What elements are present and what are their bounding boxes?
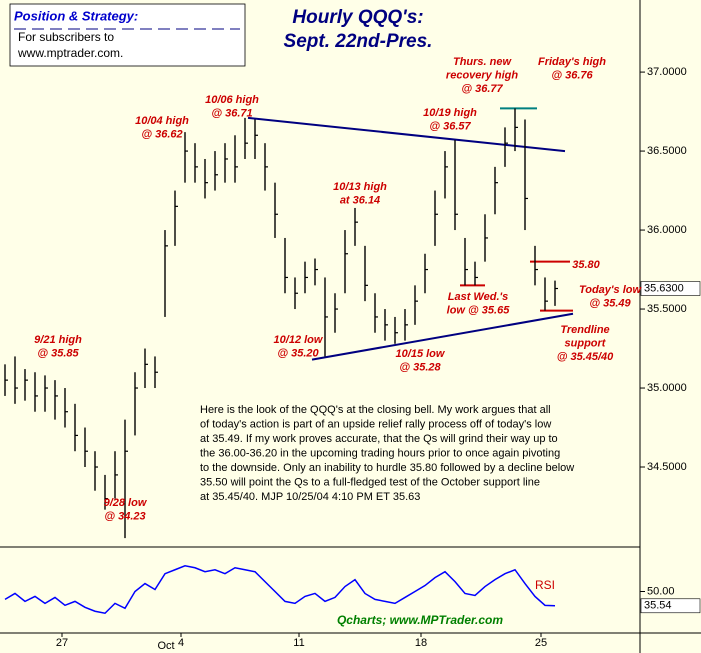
annotation: @ 35.85 (37, 347, 79, 359)
annotation: @ 34.23 (104, 510, 145, 522)
annotation: support (565, 337, 607, 349)
y-tick-label: 35.5000 (647, 303, 687, 315)
note-line: Here is the look of the QQQ's at the clo… (200, 404, 551, 416)
month-label: Oct (157, 640, 174, 652)
y-tick-label: 34.5000 (647, 461, 687, 473)
chart-title: Sept. 22nd-Pres. (284, 31, 433, 52)
note-line: of today's action is part of an upside r… (200, 418, 551, 430)
annotation: Friday's high (538, 56, 606, 68)
x-tick-label: 18 (415, 637, 427, 649)
annotation: @ 35.28 (399, 361, 441, 373)
annotation: @ 36.71 (211, 107, 252, 119)
note-line: the 36.00-36.20 in the upcoming trading … (200, 447, 560, 459)
source: Qcharts; www.MPTrader.com (337, 613, 503, 627)
annotation: at 36.14 (340, 194, 380, 206)
annotation: 10/15 low (396, 348, 446, 360)
box-text: For subscribers to (18, 30, 114, 44)
annotation: 35.80 (572, 259, 600, 271)
y-tick-label: 36.5000 (647, 145, 687, 157)
x-tick-label: 25 (535, 637, 547, 649)
strategy-box (9, 3, 246, 67)
annotation: @ 36.62 (141, 128, 182, 140)
annotation: Thurs. new (453, 56, 513, 68)
trend-line (247, 116, 566, 153)
annotation: Trendline (560, 324, 609, 336)
annotation: Today's low (579, 284, 643, 296)
y-tick-label: 36.0000 (647, 224, 687, 236)
annotation: Last Wed.'s (448, 291, 508, 303)
last-value-box (640, 598, 701, 614)
annotation: 10/13 high (333, 181, 387, 193)
last-price-box (640, 281, 701, 296)
annotation: @ 36.57 (429, 120, 471, 132)
annotation: 10/12 low (274, 334, 324, 346)
note-line: 35.50 will point the Qs to a full-fledge… (200, 476, 540, 488)
annotation: @ 36.77 (461, 83, 503, 95)
annotation: @ 35.20 (277, 347, 319, 359)
annotation: @ 35.45/40 (557, 351, 614, 363)
annotation: 9/21 high (34, 334, 82, 346)
annotation: @ 35.49 (589, 297, 631, 309)
y-tick-label: 37.0000 (647, 66, 687, 78)
x-tick-label: 4 (178, 637, 184, 649)
box-text: www.mptrader.com. (17, 46, 123, 60)
annotation: low @ 35.65 (447, 304, 511, 316)
box-title: Position & Strategy: (14, 8, 138, 23)
annotation: recovery high (446, 69, 518, 81)
annotation: 9/28 low (104, 497, 148, 509)
rsi-line (4, 565, 556, 615)
note-line: at 35.45/40. MJP 10/25/04 4:10 PM ET 35.… (200, 491, 420, 503)
last-value: 35.54 (644, 600, 672, 612)
last-price: 35.6300 (644, 282, 684, 294)
trend-line (311, 312, 574, 361)
y-tick-label: 35.0000 (647, 382, 687, 394)
annotation: 10/04 high (135, 115, 189, 127)
y-tick-label: 50.00 (647, 585, 675, 597)
annotation: @ 36.76 (551, 69, 593, 81)
chart-title: Hourly QQQ's: (292, 7, 423, 28)
x-tick-label: 11 (293, 637, 304, 649)
note-line: at 35.49. If my work proves accurate, th… (200, 433, 558, 445)
annotation: 10/19 high (423, 107, 477, 119)
annotation: 10/06 high (205, 94, 259, 106)
rsi-label: RSI (535, 578, 555, 592)
x-tick-label: 27 (56, 637, 68, 649)
note-line: to the downside. Only an inability to hu… (200, 462, 574, 474)
